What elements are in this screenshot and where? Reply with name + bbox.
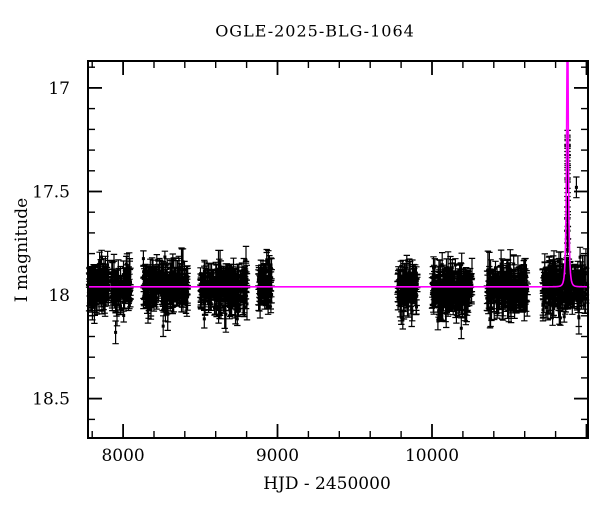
x-axis-label: HJD - 2450000 bbox=[263, 474, 391, 494]
svg-text:17: 17 bbox=[48, 79, 70, 99]
svg-text:9000: 9000 bbox=[256, 446, 299, 466]
svg-text:17.5: 17.5 bbox=[32, 183, 70, 203]
svg-text:10000: 10000 bbox=[405, 446, 459, 466]
svg-text:8000: 8000 bbox=[101, 446, 144, 466]
y-axis-label: I magnitude bbox=[12, 197, 32, 303]
svg-text:18: 18 bbox=[48, 286, 70, 306]
svg-text:18.5: 18.5 bbox=[32, 390, 70, 410]
chart-title: OGLE-2025-BLG-1064 bbox=[215, 21, 415, 41]
